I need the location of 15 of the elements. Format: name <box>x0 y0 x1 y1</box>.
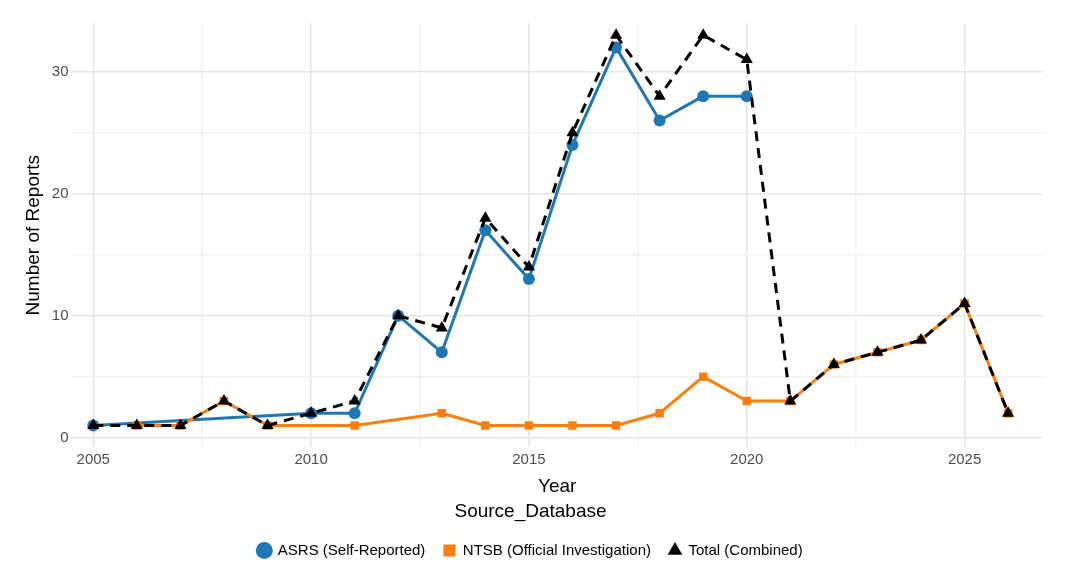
legend-title: Source_Database <box>454 499 607 522</box>
y-tick-label: 20 <box>51 183 69 201</box>
x-tick-label: 2020 <box>730 449 764 467</box>
legend-label: NTSB (Official Investigation) <box>462 540 651 558</box>
y-axis-title: Number of Reports <box>21 154 43 316</box>
x-tick-label: 2005 <box>76 449 110 467</box>
y-tick-label: 10 <box>51 305 69 323</box>
x-tick-label: 2010 <box>294 449 328 467</box>
x-axis-title: Year <box>538 475 578 497</box>
legend-label: Total (Combined) <box>688 540 803 558</box>
y-tick-label: 0 <box>60 427 69 445</box>
x-tick-label: 2025 <box>947 449 982 467</box>
x-tick-label: 2015 <box>512 449 546 467</box>
legend-label: ASRS (Self-Reported) <box>277 540 426 558</box>
y-tick-label: 30 <box>51 61 69 79</box>
